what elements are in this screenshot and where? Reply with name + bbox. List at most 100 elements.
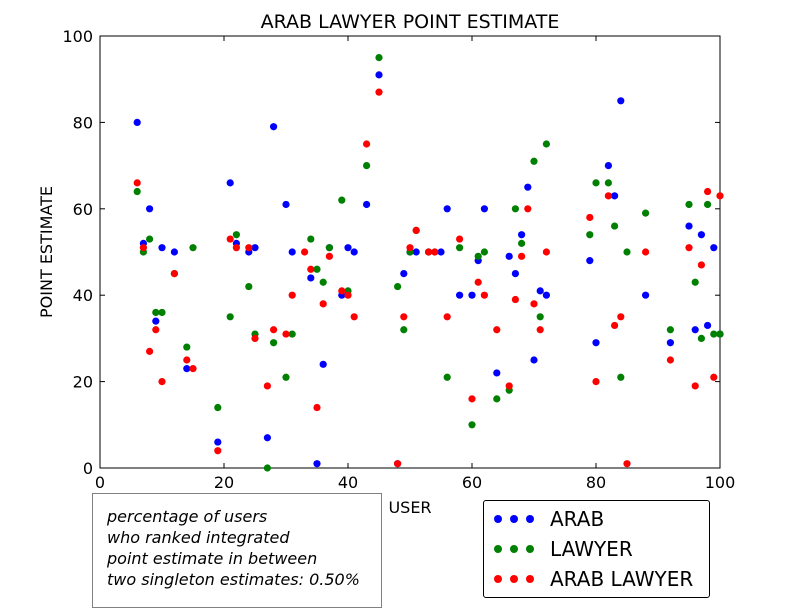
- data-point: [511, 295, 519, 304]
- series-arab-lawyer: [133, 88, 724, 468]
- legend-dot: [494, 545, 502, 553]
- data-point: [400, 270, 408, 278]
- data-point: [617, 313, 625, 321]
- x-tick-label: 40: [338, 473, 358, 492]
- x-tick-label: 100: [705, 473, 736, 492]
- data-point: [158, 244, 166, 252]
- data-point: [704, 321, 712, 330]
- data-point: [400, 326, 408, 334]
- data-point: [288, 330, 296, 338]
- annotation-line: two singleton estimates: 0.50%: [107, 570, 360, 589]
- data-point: [611, 222, 619, 230]
- data-point: [691, 382, 699, 390]
- data-point: [375, 54, 383, 62]
- data-point: [586, 231, 594, 239]
- legend-item-arab-lawyer: ARAB LAWYER: [484, 565, 709, 593]
- data-point: [270, 123, 278, 131]
- data-point: [592, 179, 600, 187]
- data-point: [133, 118, 141, 126]
- data-point: [530, 300, 538, 308]
- data-point: [511, 270, 519, 278]
- legend-label: LAWYER: [550, 537, 633, 561]
- data-point: [468, 291, 476, 299]
- data-point: [480, 291, 488, 299]
- data-point: [542, 291, 551, 299]
- data-point: [536, 313, 544, 321]
- data-point: [232, 244, 240, 252]
- data-point: [468, 395, 476, 403]
- data-point: [319, 360, 327, 368]
- x-tick-label: 20: [214, 473, 234, 492]
- data-point: [642, 291, 650, 299]
- data-point: [710, 330, 718, 338]
- data-point: [214, 403, 222, 412]
- y-tick-label: 0: [83, 459, 93, 478]
- data-point: [146, 205, 154, 213]
- y-tick-label: 60: [73, 200, 93, 219]
- data-point: [611, 192, 619, 200]
- data-point: [710, 244, 718, 252]
- data-point: [642, 209, 650, 217]
- annotation-line: point estimate in between: [107, 549, 318, 568]
- data-point: [716, 330, 724, 338]
- data-point: [282, 373, 290, 381]
- data-point: [325, 252, 333, 260]
- x-axis-label: USER: [388, 498, 431, 517]
- data-point: [493, 326, 501, 334]
- data-point: [474, 278, 482, 286]
- data-point: [170, 270, 178, 278]
- legend-dot: [526, 575, 534, 583]
- data-point: [518, 231, 526, 239]
- data-point: [443, 205, 451, 213]
- data-point: [536, 287, 544, 295]
- data-point: [251, 334, 259, 342]
- chart-title: ARAB LAWYER POINT ESTIMATE: [261, 11, 560, 33]
- legend-dot: [510, 575, 518, 583]
- legend-dot: [510, 545, 518, 553]
- data-point: [697, 334, 706, 342]
- data-point: [586, 257, 594, 265]
- legend: ARAB LAWYER ARAB LAWYER: [483, 500, 710, 598]
- legend-item-lawyer: LAWYER: [484, 535, 709, 563]
- data-point: [642, 248, 650, 256]
- data-points: [133, 54, 724, 472]
- legend-marker: [494, 535, 540, 563]
- data-point: [338, 196, 346, 204]
- annotation-line: percentage of users: [107, 507, 268, 526]
- data-point: [518, 239, 526, 247]
- data-point: [251, 244, 259, 252]
- data-point: [685, 244, 693, 252]
- data-point: [604, 179, 613, 187]
- y-axis-label: POINT ESTIMATE: [37, 186, 56, 318]
- data-point: [480, 205, 488, 213]
- data-point: [363, 140, 371, 148]
- x-tick-label: 80: [586, 473, 606, 492]
- data-point: [263, 382, 271, 390]
- data-point: [133, 187, 141, 196]
- data-point: [505, 382, 513, 390]
- data-point: [282, 330, 290, 338]
- data-point: [313, 265, 321, 273]
- data-point: [313, 403, 321, 412]
- data-point: [226, 235, 234, 243]
- data-point: [412, 226, 420, 234]
- data-point: [685, 200, 693, 209]
- data-point: [183, 356, 191, 364]
- data-point: [263, 464, 271, 472]
- data-point: [133, 179, 141, 187]
- data-point: [245, 244, 253, 252]
- data-point: [443, 373, 451, 381]
- data-point: [412, 248, 420, 256]
- data-point: [511, 205, 519, 213]
- legend-label: ARAB LAWYER: [550, 567, 694, 591]
- data-point: [530, 356, 538, 364]
- legend-label: ARAB: [550, 507, 605, 531]
- data-point: [710, 373, 718, 381]
- data-point: [152, 326, 160, 334]
- legend-dot: [526, 545, 534, 553]
- data-point: [617, 97, 625, 105]
- data-point: [394, 282, 402, 291]
- data-point: [158, 378, 166, 386]
- data-point: [530, 157, 538, 165]
- data-point: [319, 278, 327, 286]
